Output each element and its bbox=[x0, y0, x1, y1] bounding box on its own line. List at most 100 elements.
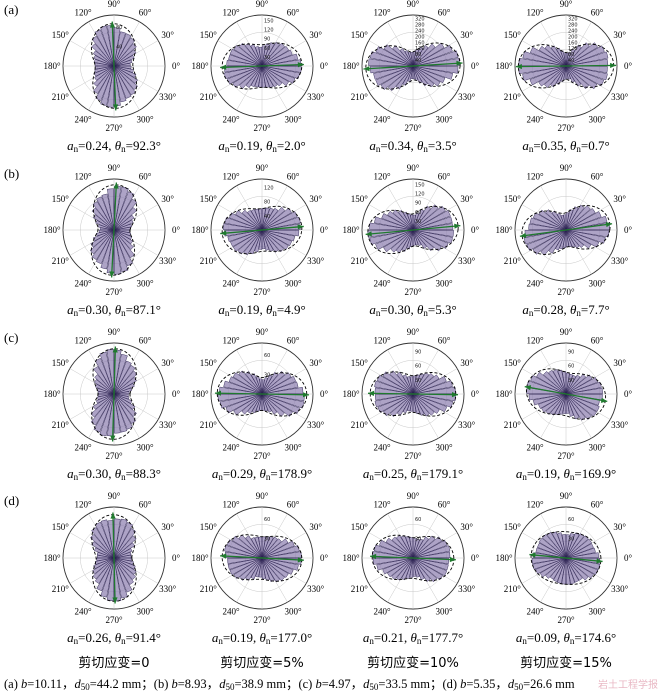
radial-tick-label: 150 bbox=[415, 182, 425, 188]
radial-tick-label: 80 bbox=[116, 25, 122, 31]
angle-tick-label: 120° bbox=[526, 335, 544, 345]
rose-bar bbox=[565, 52, 569, 67]
angle-tick-label: 150° bbox=[52, 194, 70, 204]
row-label-d: (d) bbox=[4, 493, 20, 508]
angle-tick-label: 150° bbox=[200, 522, 218, 532]
angle-tick-label: 60° bbox=[287, 7, 300, 17]
column-label-strain-5: 剪切应变=5% bbox=[220, 656, 304, 671]
rose-bar bbox=[226, 59, 263, 67]
orientation-value: 2.0° bbox=[284, 138, 306, 153]
angle-tick-label: 210° bbox=[52, 420, 70, 430]
rose-bar bbox=[113, 557, 134, 585]
rose-bar bbox=[113, 535, 137, 559]
rose-bar bbox=[95, 229, 115, 265]
angle-tick-label: 0° bbox=[471, 389, 480, 399]
angle-tick-label: 120° bbox=[373, 499, 391, 509]
rose-bar bbox=[412, 535, 436, 559]
rose-bar bbox=[258, 557, 263, 578]
rose-bar bbox=[230, 229, 263, 247]
angle-tick-label: 120° bbox=[526, 7, 544, 17]
angle-tick-label: 180° bbox=[495, 553, 513, 563]
anisotropy-value: 0.30 bbox=[85, 302, 109, 317]
panel-caption: an=0.19, θn=4.9° bbox=[218, 302, 306, 318]
panel-caption: an=0.19, θn=2.0° bbox=[218, 138, 306, 154]
arrow-head bbox=[109, 21, 116, 28]
angle-tick-label: 30° bbox=[613, 30, 626, 40]
angle-tick-label: 300° bbox=[435, 115, 453, 125]
angle-tick-label: 30° bbox=[309, 358, 322, 368]
angle-tick-label: 120° bbox=[526, 499, 544, 509]
angle-tick-label: 300° bbox=[435, 443, 453, 453]
rose-panel-1-2: 0° 30° 60° 90° 120° 150° 180° 210° 240° 270° 300° 3… bbox=[342, 163, 479, 297]
principal-direction-arrow bbox=[524, 386, 608, 402]
rose-bar bbox=[565, 538, 592, 559]
anisotropy-value: 0.21 bbox=[381, 630, 404, 645]
angle-tick-label: 240° bbox=[74, 115, 92, 125]
rose-bar bbox=[239, 65, 263, 89]
figure-footer: (a) b=10.11，d50=44.2 mm；(b) b=8.93，d50=3… bbox=[4, 673, 575, 692]
rose-bar bbox=[565, 557, 589, 581]
rose-bar bbox=[412, 214, 416, 231]
angle-tick-label: 120° bbox=[373, 171, 391, 181]
rose-panel-3-0: 0° 30° 60° 90° 120° 150° 180° 210° 240° 270° 300° 3… bbox=[43, 491, 180, 625]
rose-bar bbox=[261, 379, 265, 395]
radial-tick-label: 60 bbox=[264, 517, 270, 523]
rose-bar bbox=[101, 193, 115, 231]
rose-panel-2-1: 0° 30° 60° 90° 120° 150° 180° 210° 240° 270° 300° 3… bbox=[191, 327, 328, 461]
rose-panel-3-3: 0° 30° 60° 90° 120° 150° 180° 210° 240° 270° 300° 3… bbox=[495, 491, 632, 625]
angle-tick-label: 270° bbox=[105, 615, 123, 625]
angle-tick-label: 330° bbox=[611, 92, 629, 102]
rose-bar bbox=[557, 532, 567, 559]
radial-tick-label: 160 bbox=[415, 40, 425, 46]
rose-bar bbox=[406, 393, 414, 412]
rose-bar bbox=[554, 393, 567, 416]
rose-bar bbox=[375, 65, 414, 86]
rose-bar bbox=[563, 65, 567, 80]
angle-tick-label: 300° bbox=[284, 115, 302, 125]
rose-bar bbox=[412, 65, 441, 87]
anisotropy-value: 0.19 bbox=[230, 630, 253, 645]
angle-tick-label: 330° bbox=[458, 92, 476, 102]
principal-direction-arrow bbox=[110, 182, 118, 278]
angle-tick-label: 210° bbox=[504, 584, 522, 594]
angle-tick-label: 60° bbox=[591, 499, 604, 509]
rose-bar bbox=[113, 528, 137, 559]
rose-bar bbox=[113, 33, 132, 67]
rose-bar bbox=[261, 65, 296, 84]
rose-bar bbox=[565, 65, 608, 74]
anisotropy-value: 0.09 bbox=[534, 630, 557, 645]
rose-bar bbox=[412, 375, 417, 395]
angle-tick-label: 240° bbox=[373, 279, 391, 289]
angle-tick-label: 0° bbox=[624, 389, 633, 399]
rose-bar bbox=[565, 229, 585, 249]
rose-bar bbox=[113, 65, 132, 99]
row-label-b: (b) bbox=[4, 166, 20, 181]
rose-bar bbox=[565, 373, 573, 395]
rose-bar bbox=[565, 374, 593, 395]
angle-tick-label: 180° bbox=[43, 61, 61, 71]
rose-bar bbox=[529, 217, 567, 231]
anisotropy-value: 0.34 bbox=[387, 138, 411, 153]
orientation-value: 4.9° bbox=[284, 302, 306, 317]
angle-tick-label: 330° bbox=[307, 256, 325, 266]
angle-tick-label: 90° bbox=[407, 163, 420, 173]
column-label-strain-0: 剪切应变=0 bbox=[78, 656, 150, 671]
rose-bar bbox=[565, 42, 590, 67]
angle-tick-label: 240° bbox=[373, 115, 391, 125]
rose-bar bbox=[261, 65, 278, 88]
rose-bar bbox=[396, 557, 414, 581]
angle-tick-label: 300° bbox=[435, 279, 453, 289]
radial-tick-label: 120 bbox=[568, 46, 578, 52]
rose-bar bbox=[113, 393, 121, 434]
principal-direction-arrow bbox=[111, 21, 117, 111]
angle-tick-label: 150° bbox=[200, 194, 218, 204]
rose-bar bbox=[251, 393, 263, 414]
rose-bar bbox=[250, 557, 263, 580]
angle-tick-label: 270° bbox=[557, 287, 575, 297]
angle-tick-label: 300° bbox=[136, 607, 154, 617]
rose-bar bbox=[376, 374, 414, 395]
arrow-head bbox=[109, 271, 115, 278]
principal-direction-arrow bbox=[220, 63, 304, 69]
angle-tick-label: 60° bbox=[438, 171, 451, 181]
